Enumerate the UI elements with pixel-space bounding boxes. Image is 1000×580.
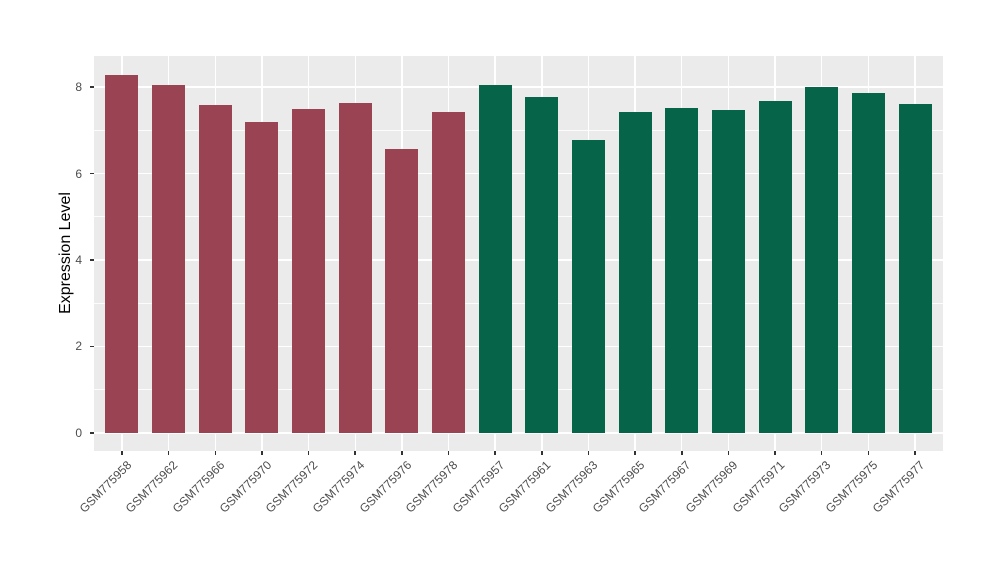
x-tick-mark	[494, 451, 496, 455]
bar-GSM775967	[665, 107, 699, 433]
x-tick-mark	[401, 451, 403, 455]
bar-GSM775966	[198, 104, 232, 433]
bar-GSM775957	[478, 84, 512, 433]
y-tick-label: 8	[75, 80, 82, 95]
gridline-major-y	[94, 259, 943, 261]
bar-GSM775962	[152, 84, 186, 433]
x-tick-mark	[121, 451, 123, 455]
bar-GSM775972	[292, 109, 326, 433]
y-tick-mark	[90, 432, 94, 434]
bar-GSM775963	[571, 139, 605, 433]
y-tick-label: 0	[75, 425, 82, 440]
bar-GSM775965	[618, 112, 652, 433]
y-tick-label: 6	[75, 166, 82, 181]
x-tick-mark	[587, 451, 590, 455]
gridline-minor-y	[94, 216, 943, 218]
bar-GSM775974	[338, 103, 372, 433]
x-tick-mark	[820, 451, 823, 455]
bar-GSM775958	[105, 74, 139, 433]
bar-GSM775970	[245, 122, 279, 433]
gridline-minor-y	[94, 389, 943, 390]
bar-GSM775977	[898, 103, 932, 433]
gridline-major-y	[94, 345, 943, 348]
bar-GSM775978	[432, 112, 466, 433]
gridline-major-y	[94, 172, 943, 175]
x-tick-mark	[681, 451, 683, 455]
y-tick-mark	[90, 259, 94, 261]
gridline-major-y	[94, 432, 943, 434]
bar-GSM775971	[758, 100, 792, 433]
x-tick-mark	[914, 451, 916, 455]
x-tick-mark	[774, 451, 776, 455]
x-tick-mark	[867, 451, 870, 455]
bar-GSM775975	[851, 92, 885, 433]
plot-panel	[94, 56, 943, 451]
bar-GSM775973	[805, 87, 839, 433]
y-tick-mark	[90, 86, 94, 88]
x-tick-mark	[541, 451, 543, 455]
gridline-minor-y	[94, 129, 943, 131]
x-tick-mark	[447, 451, 450, 455]
x-tick-mark	[261, 451, 263, 455]
bar-GSM775976	[385, 148, 419, 433]
x-tick-mark	[307, 451, 310, 455]
bar-GSM775969	[711, 110, 745, 433]
y-tick-label: 4	[75, 252, 82, 267]
gridline-major-y	[94, 86, 943, 88]
y-tick-mark	[90, 345, 94, 348]
x-tick-mark	[354, 451, 356, 455]
x-tick-mark	[727, 451, 730, 455]
gridline-minor-y	[94, 302, 943, 304]
x-tick-mark	[167, 451, 170, 455]
bar-GSM775961	[525, 97, 559, 433]
y-tick-label: 2	[75, 339, 82, 354]
y-tick-mark	[90, 172, 94, 175]
x-tick-mark	[214, 451, 217, 455]
x-tick-mark	[634, 451, 636, 455]
